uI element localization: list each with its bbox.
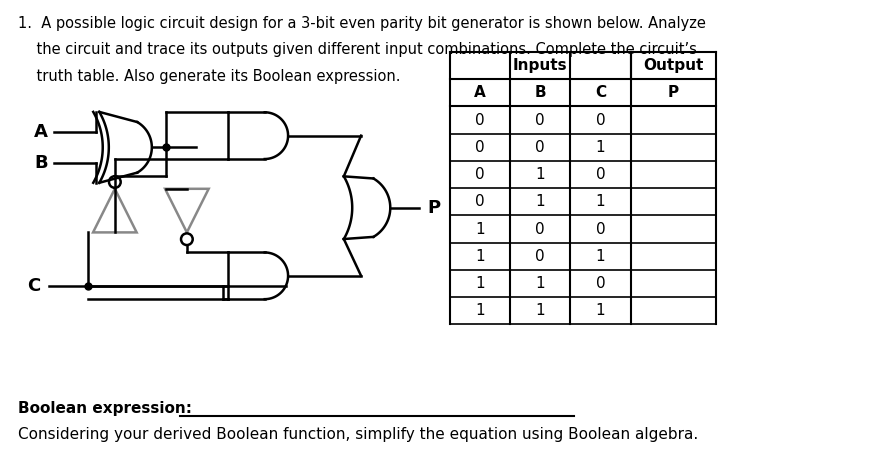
Text: 0: 0 <box>595 167 604 182</box>
Text: Inputs: Inputs <box>512 58 567 73</box>
Text: 1: 1 <box>595 249 604 264</box>
Text: C: C <box>595 86 605 100</box>
Text: 1: 1 <box>535 194 545 209</box>
Text: the circuit and trace its outputs given different input combinations. Complete t: the circuit and trace its outputs given … <box>18 42 695 57</box>
Text: Considering your derived Boolean function, simplify the equation using Boolean a: Considering your derived Boolean functio… <box>18 427 697 442</box>
Text: 0: 0 <box>474 140 484 155</box>
Text: 0: 0 <box>535 222 545 237</box>
Text: 0: 0 <box>535 140 545 155</box>
Text: 0: 0 <box>595 276 604 291</box>
Text: P: P <box>667 86 678 100</box>
Text: 1: 1 <box>595 140 604 155</box>
Text: 1: 1 <box>595 303 604 319</box>
Text: 0: 0 <box>595 113 604 127</box>
Text: 1: 1 <box>535 167 545 182</box>
Circle shape <box>109 176 120 188</box>
Text: 1: 1 <box>595 194 604 209</box>
Text: B: B <box>534 86 545 100</box>
Text: 1: 1 <box>535 303 545 319</box>
Text: 1: 1 <box>535 276 545 291</box>
Text: 0: 0 <box>474 113 484 127</box>
Text: B: B <box>34 153 47 172</box>
Text: P: P <box>427 199 440 217</box>
Text: 0: 0 <box>535 249 545 264</box>
Text: A: A <box>474 86 485 100</box>
Text: 1: 1 <box>474 249 484 264</box>
Text: A: A <box>34 123 47 141</box>
Text: C: C <box>27 277 40 294</box>
Text: 0: 0 <box>474 194 484 209</box>
Text: truth table. Also generate its Boolean expression.: truth table. Also generate its Boolean e… <box>18 68 400 84</box>
Text: 1.  A possible logic circuit design for a 3-bit even parity bit generator is sho: 1. A possible logic circuit design for a… <box>18 16 704 31</box>
Text: 0: 0 <box>474 167 484 182</box>
Text: 1: 1 <box>474 303 484 319</box>
Text: Output: Output <box>643 58 702 73</box>
Text: 1: 1 <box>474 222 484 237</box>
Text: Boolean expression:: Boolean expression: <box>18 401 191 416</box>
Circle shape <box>181 233 192 245</box>
Text: 0: 0 <box>595 222 604 237</box>
Text: 0: 0 <box>535 113 545 127</box>
Text: 1: 1 <box>474 276 484 291</box>
